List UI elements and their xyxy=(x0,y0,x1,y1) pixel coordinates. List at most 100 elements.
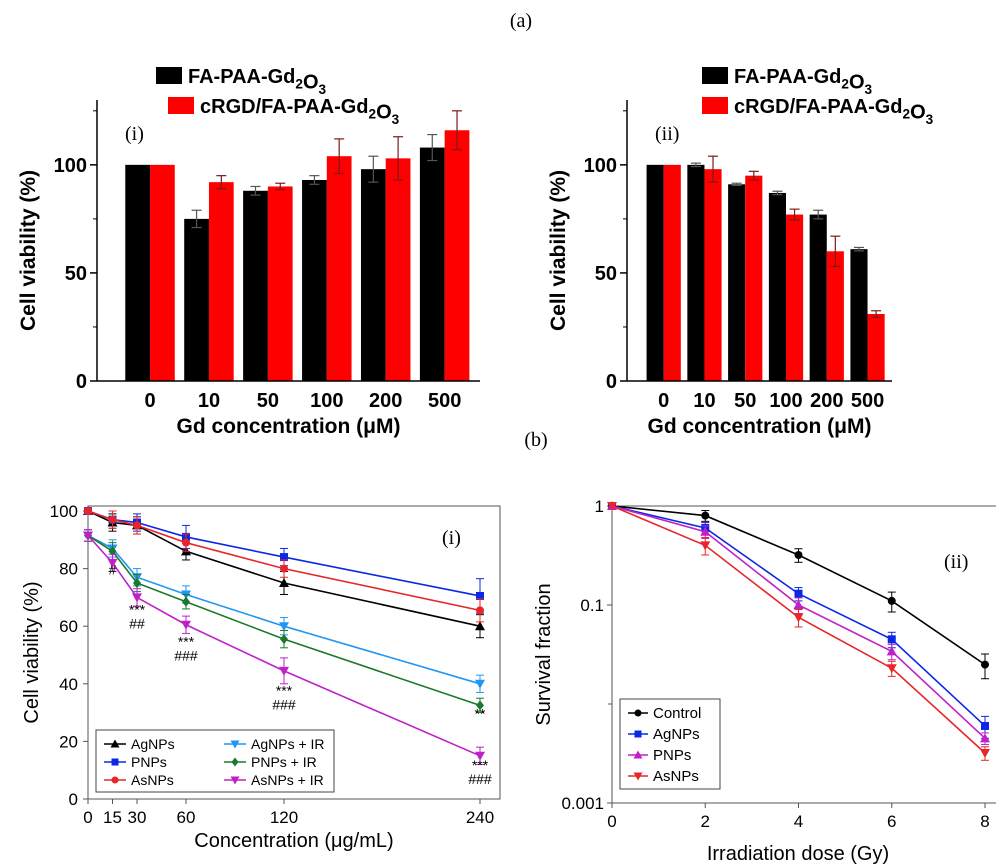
data-point xyxy=(981,660,989,669)
legend-swatch xyxy=(168,97,194,114)
data-point xyxy=(886,646,897,656)
bar xyxy=(243,190,268,381)
y-tick-label: 100 xyxy=(584,155,617,177)
bar xyxy=(646,164,664,381)
y-axis-label: Cell viability (%) xyxy=(21,581,43,723)
y-axis-label: Cell viability (%) xyxy=(547,170,570,331)
data-point xyxy=(475,679,485,689)
data-point xyxy=(980,733,990,743)
x-axis-label: Gd concentration (μM) xyxy=(176,415,400,438)
data-point xyxy=(280,564,288,573)
figure-label-b: (b) xyxy=(524,429,547,451)
y-tick-label: 0 xyxy=(76,371,87,393)
data-point xyxy=(887,596,896,605)
legend-label: cRGD/FA-PAA-Gd2O3 xyxy=(734,96,934,127)
data-point xyxy=(108,515,117,524)
x-axis-label: Gd concentration (μM) xyxy=(647,415,871,438)
x-tick-label: 0 xyxy=(144,390,155,412)
data-point xyxy=(701,511,710,520)
x-tick-label: 60 xyxy=(177,808,196,827)
figure-label-a: (a) xyxy=(510,10,532,32)
bar xyxy=(385,158,411,381)
data-point xyxy=(700,541,711,551)
x-tick-label: 50 xyxy=(257,390,279,412)
data-point xyxy=(476,606,484,615)
legend-label: FA-PAA-Gd2O3 xyxy=(734,66,873,97)
legend-label: PNPs xyxy=(653,747,691,764)
x-axis-label: Concentration (μg/mL) xyxy=(194,830,393,852)
data-point xyxy=(230,740,240,749)
data-point xyxy=(886,664,897,674)
data-point xyxy=(107,558,118,568)
data-point xyxy=(793,613,804,623)
y-tick-label: 100 xyxy=(50,502,78,521)
series-line xyxy=(87,510,481,612)
data-point xyxy=(279,622,289,632)
data-point xyxy=(84,507,92,515)
legend-box xyxy=(95,729,335,793)
y-tick-label: 20 xyxy=(59,732,78,751)
chart-a-i: (i) 0 10 50 100 200 500 0 50 100 Gd concentration … xyxy=(17,66,480,438)
bar xyxy=(208,182,234,381)
bar xyxy=(867,313,885,381)
x-tick-label: 200 xyxy=(810,390,843,412)
legend-label: AgNPs xyxy=(653,726,700,743)
x-axis-label: Irradiation dose (Gy) xyxy=(707,843,889,865)
x-tick-label: 100 xyxy=(769,390,802,412)
x-tick-label: 0 xyxy=(83,808,92,827)
y-tick-label: 1 xyxy=(595,497,604,516)
data-point xyxy=(475,621,485,631)
chart-b-i: (i) 0 20 40 60 80 100 0 15 30 60 120 240 Concentratio… xyxy=(21,502,501,852)
x-tick-label: 240 xyxy=(466,808,494,827)
bar xyxy=(150,164,175,381)
x-tick-label: 6 xyxy=(887,812,896,831)
data-point xyxy=(475,751,485,761)
y-tick-label: 50 xyxy=(65,263,87,285)
panel-label: (i) xyxy=(125,123,144,145)
bar xyxy=(444,130,470,381)
x-tick-label: 50 xyxy=(734,390,756,412)
legend-label: PNPs + IR xyxy=(251,754,317,770)
bar xyxy=(267,186,293,381)
bar xyxy=(745,175,763,381)
significance-annotation: ### xyxy=(174,647,198,663)
plot-frame xyxy=(87,505,501,800)
data-point xyxy=(476,591,484,600)
y-axis-label: Survival fraction xyxy=(533,583,555,725)
legend-label: Control xyxy=(653,705,701,722)
legend-label: AsNPs + IR xyxy=(251,772,324,788)
legend-label: AsNPs xyxy=(653,768,699,785)
significance-annotation: # xyxy=(109,561,117,577)
significance-annotation: *** xyxy=(129,602,146,618)
data-point xyxy=(111,758,119,766)
data-point xyxy=(133,578,141,588)
significance-annotation: ## xyxy=(129,616,145,632)
data-point xyxy=(793,600,804,609)
chart-a-ii: (ii) 0 10 50 100 200 500 0 50 100 Gd concentration… xyxy=(547,66,934,438)
data-point xyxy=(280,553,288,562)
x-tick-label: 500 xyxy=(851,390,884,412)
data-point xyxy=(230,776,240,785)
data-point xyxy=(981,721,989,730)
data-point xyxy=(700,526,711,536)
x-tick-label: 200 xyxy=(369,390,402,412)
x-tick-label: 0 xyxy=(607,812,616,831)
bar xyxy=(786,214,804,381)
y-tick-label: 0.001 xyxy=(561,794,604,813)
significance-annotation: *** xyxy=(276,682,293,698)
bar xyxy=(663,164,681,381)
data-point xyxy=(83,531,93,541)
bar xyxy=(360,169,386,381)
y-tick-label: 0 xyxy=(606,371,617,393)
y-tick-label: 0 xyxy=(69,790,78,809)
chart-b-ii: (ii) 0.001 0.1 1 0 2 4 6 8 Irradiation dose (Gy) S… xyxy=(533,497,996,865)
panel-label: (ii) xyxy=(655,123,679,145)
series-line xyxy=(87,534,481,707)
bar xyxy=(704,169,722,381)
legend-label: cRGD/FA-PAA-Gd2O3 xyxy=(200,96,400,127)
bar xyxy=(302,179,327,381)
data-point xyxy=(794,550,803,559)
y-tick-label: 80 xyxy=(59,560,78,579)
